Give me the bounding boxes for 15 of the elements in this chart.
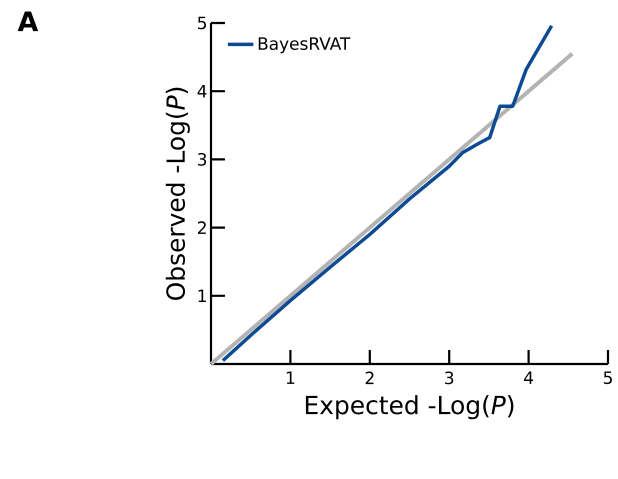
y-tick-label: 1 — [198, 290, 206, 302]
x-tick-label: 3 — [445, 371, 454, 384]
y-tick-label: 2 — [198, 221, 206, 234]
x-tick-label: 4 — [524, 372, 534, 384]
x-tick-label: 5 — [604, 372, 612, 384]
x-tick-label: 2 — [366, 371, 374, 384]
x-tick-label: 1 — [286, 372, 294, 384]
legend-label: BayesRVAT — [258, 37, 350, 54]
y-tick-label: 3 — [198, 152, 206, 166]
y-tick-label: 5 — [198, 16, 206, 30]
text: A — [18, 12, 38, 32]
line-series — [221, 24, 554, 362]
y-tick-label: 4 — [198, 85, 207, 98]
x-axis-title: Expected -Log(P) — [306, 395, 514, 420]
y-axis-title: Observed -Log(P) — [166, 88, 190, 300]
